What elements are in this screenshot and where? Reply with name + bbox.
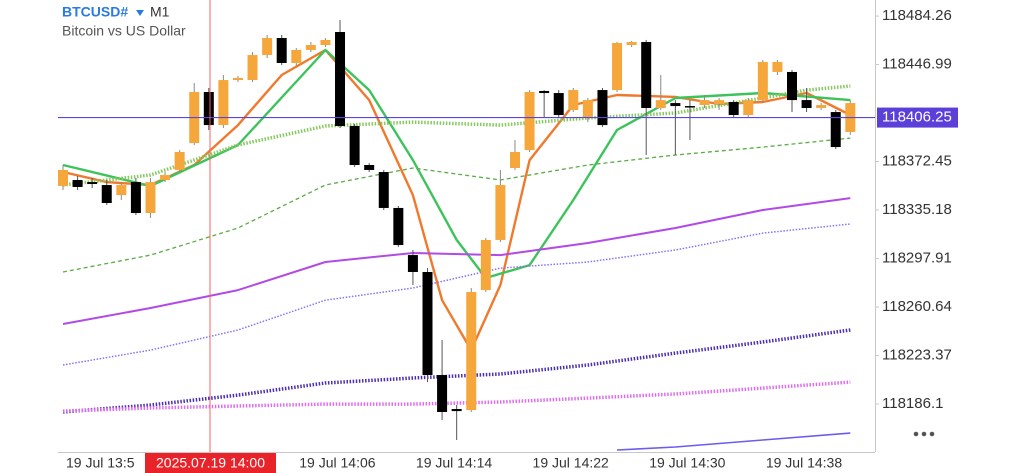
indicator-line	[62, 137, 851, 273]
timeframe: M1	[150, 4, 170, 20]
candle-body	[728, 102, 739, 116]
y-tick-label: 118260.64	[882, 298, 952, 315]
candle-body	[262, 37, 273, 56]
y-tick-label: 118446.99	[882, 56, 952, 73]
candle-body	[655, 100, 666, 109]
candle-body	[72, 179, 83, 188]
candle-body	[145, 182, 156, 214]
candle-body	[218, 80, 229, 126]
symbol: BTCUSD#	[62, 4, 128, 20]
candle-body	[568, 90, 579, 110]
candle-body	[437, 375, 448, 413]
indicator-line	[62, 380, 851, 413]
candle-body	[291, 49, 302, 63]
indicator-line	[616, 432, 851, 451]
menu-dot	[921, 431, 927, 437]
candle-body	[393, 207, 404, 246]
candle-body	[232, 77, 243, 81]
candle-body	[509, 151, 520, 169]
current-price-label: 118406.25	[882, 109, 952, 126]
legend: BTCUSD# M1 Bitcoin vs US Dollar	[62, 4, 186, 39]
candle-body	[349, 125, 360, 166]
candle-body	[130, 182, 141, 214]
x-tick-label: 19 Jul 14:14	[416, 455, 492, 471]
candle-body	[305, 45, 316, 50]
description: Bitcoin vs US Dollar	[62, 23, 186, 39]
candle-body	[641, 42, 652, 109]
candle-body	[524, 92, 535, 151]
dropdown-icon[interactable]	[136, 10, 144, 16]
indicator-line	[62, 48, 851, 352]
candle-body	[364, 165, 375, 170]
candle-body	[174, 151, 185, 170]
candle-body	[787, 71, 797, 101]
candle-body	[87, 182, 98, 185]
axes: 118484.26 118446.99 118372.45 118335.18 1182…	[66, 7, 958, 471]
candle-body	[422, 271, 433, 376]
candle-body	[582, 100, 593, 119]
y-tick-label: 118372.45	[882, 153, 952, 170]
candle-body	[335, 32, 346, 126]
candle-body	[320, 39, 331, 46]
candle-body	[203, 92, 214, 126]
crosshair-label-box	[145, 453, 276, 473]
candle-body	[539, 90, 550, 94]
y-tick-label: 118484.26	[882, 7, 952, 24]
y-tick-label: 118297.91	[882, 250, 952, 267]
candle-body	[699, 100, 710, 106]
candle-body	[597, 90, 608, 126]
candle-body	[626, 42, 637, 46]
candle-body	[612, 42, 623, 91]
menu-dot	[929, 431, 935, 437]
candle-body	[714, 100, 725, 104]
y-tick-label: 118186.1	[882, 395, 943, 412]
current-price-box	[877, 107, 958, 128]
candle-body	[757, 61, 768, 101]
candle-body	[451, 409, 462, 412]
candle-body	[407, 255, 418, 272]
x-tick-label: 19 Jul 14:22	[533, 455, 609, 471]
candle-body	[801, 100, 812, 109]
indicator-line	[62, 84, 851, 187]
y-tick-label: 118223.37	[882, 347, 952, 364]
candle-body	[466, 292, 477, 411]
candle-body	[247, 55, 258, 81]
crosshair-label: 2025.07.19 14:00	[156, 455, 265, 471]
indicator-line	[62, 197, 851, 325]
menu-icon[interactable]	[913, 431, 935, 437]
candle-body	[684, 106, 695, 108]
candle-body	[495, 185, 506, 240]
candle-body	[670, 103, 681, 107]
menu-dot	[913, 431, 919, 437]
candle-body	[553, 93, 564, 116]
candle-body	[276, 37, 287, 63]
candle-body	[378, 172, 389, 208]
x-tick-label: 19 Jul 14:30	[649, 455, 725, 471]
candle-body	[816, 105, 827, 109]
indicator-line	[62, 223, 851, 366]
candle-body	[160, 175, 171, 180]
candle-body	[772, 61, 783, 72]
y-tick-label: 118335.18	[882, 201, 952, 218]
candle-body	[58, 169, 68, 186]
x-tick-label: 19 Jul 13:5	[66, 455, 135, 471]
x-tick-label: 19 Jul 14:06	[299, 455, 375, 471]
candle-body	[101, 185, 112, 204]
candle-body	[480, 239, 491, 291]
candle-body	[743, 100, 754, 116]
plot-area	[58, 20, 875, 451]
candle-body	[116, 185, 127, 196]
x-tick-label: 19 Jul 14:38	[766, 455, 842, 471]
candle-body	[830, 112, 841, 148]
